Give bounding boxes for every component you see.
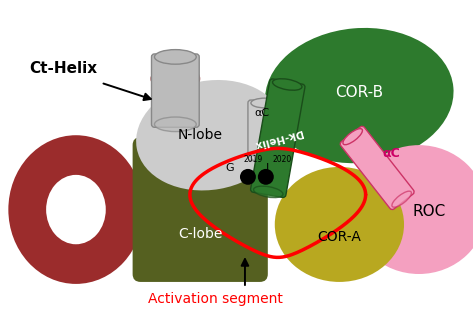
Text: 2020: 2020 <box>273 156 292 164</box>
Ellipse shape <box>155 50 196 64</box>
Text: WD40: WD40 <box>53 217 99 232</box>
Ellipse shape <box>251 98 279 108</box>
Ellipse shape <box>343 129 363 145</box>
Text: Activation segment: Activation segment <box>148 292 283 306</box>
Text: αC: αC <box>254 108 269 118</box>
Ellipse shape <box>273 79 302 90</box>
Circle shape <box>240 169 256 185</box>
Ellipse shape <box>251 153 279 162</box>
Ellipse shape <box>265 28 454 163</box>
Text: ROC: ROC <box>412 204 446 219</box>
FancyBboxPatch shape <box>248 100 282 161</box>
Circle shape <box>258 169 274 185</box>
Text: COR-A: COR-A <box>318 230 361 244</box>
Ellipse shape <box>351 145 474 274</box>
Ellipse shape <box>392 191 411 207</box>
Ellipse shape <box>275 167 404 282</box>
Ellipse shape <box>155 117 196 132</box>
Text: N-lobe: N-lobe <box>178 128 223 142</box>
Text: Ct-Helix: Ct-Helix <box>29 61 97 76</box>
FancyBboxPatch shape <box>251 79 305 197</box>
Text: G: G <box>226 163 234 173</box>
Ellipse shape <box>136 80 284 190</box>
FancyBboxPatch shape <box>340 126 414 210</box>
Ellipse shape <box>254 186 283 198</box>
Ellipse shape <box>151 64 200 93</box>
Text: I: I <box>266 163 269 173</box>
FancyBboxPatch shape <box>133 137 268 282</box>
Text: αC: αC <box>382 147 400 160</box>
Ellipse shape <box>9 135 144 284</box>
FancyBboxPatch shape <box>152 54 199 127</box>
Text: Dk-Helix: Dk-Helix <box>253 127 303 149</box>
Ellipse shape <box>46 175 106 244</box>
Text: C-lobe: C-lobe <box>178 227 222 241</box>
Text: 2019: 2019 <box>244 156 263 164</box>
Text: COR-B: COR-B <box>335 85 383 100</box>
